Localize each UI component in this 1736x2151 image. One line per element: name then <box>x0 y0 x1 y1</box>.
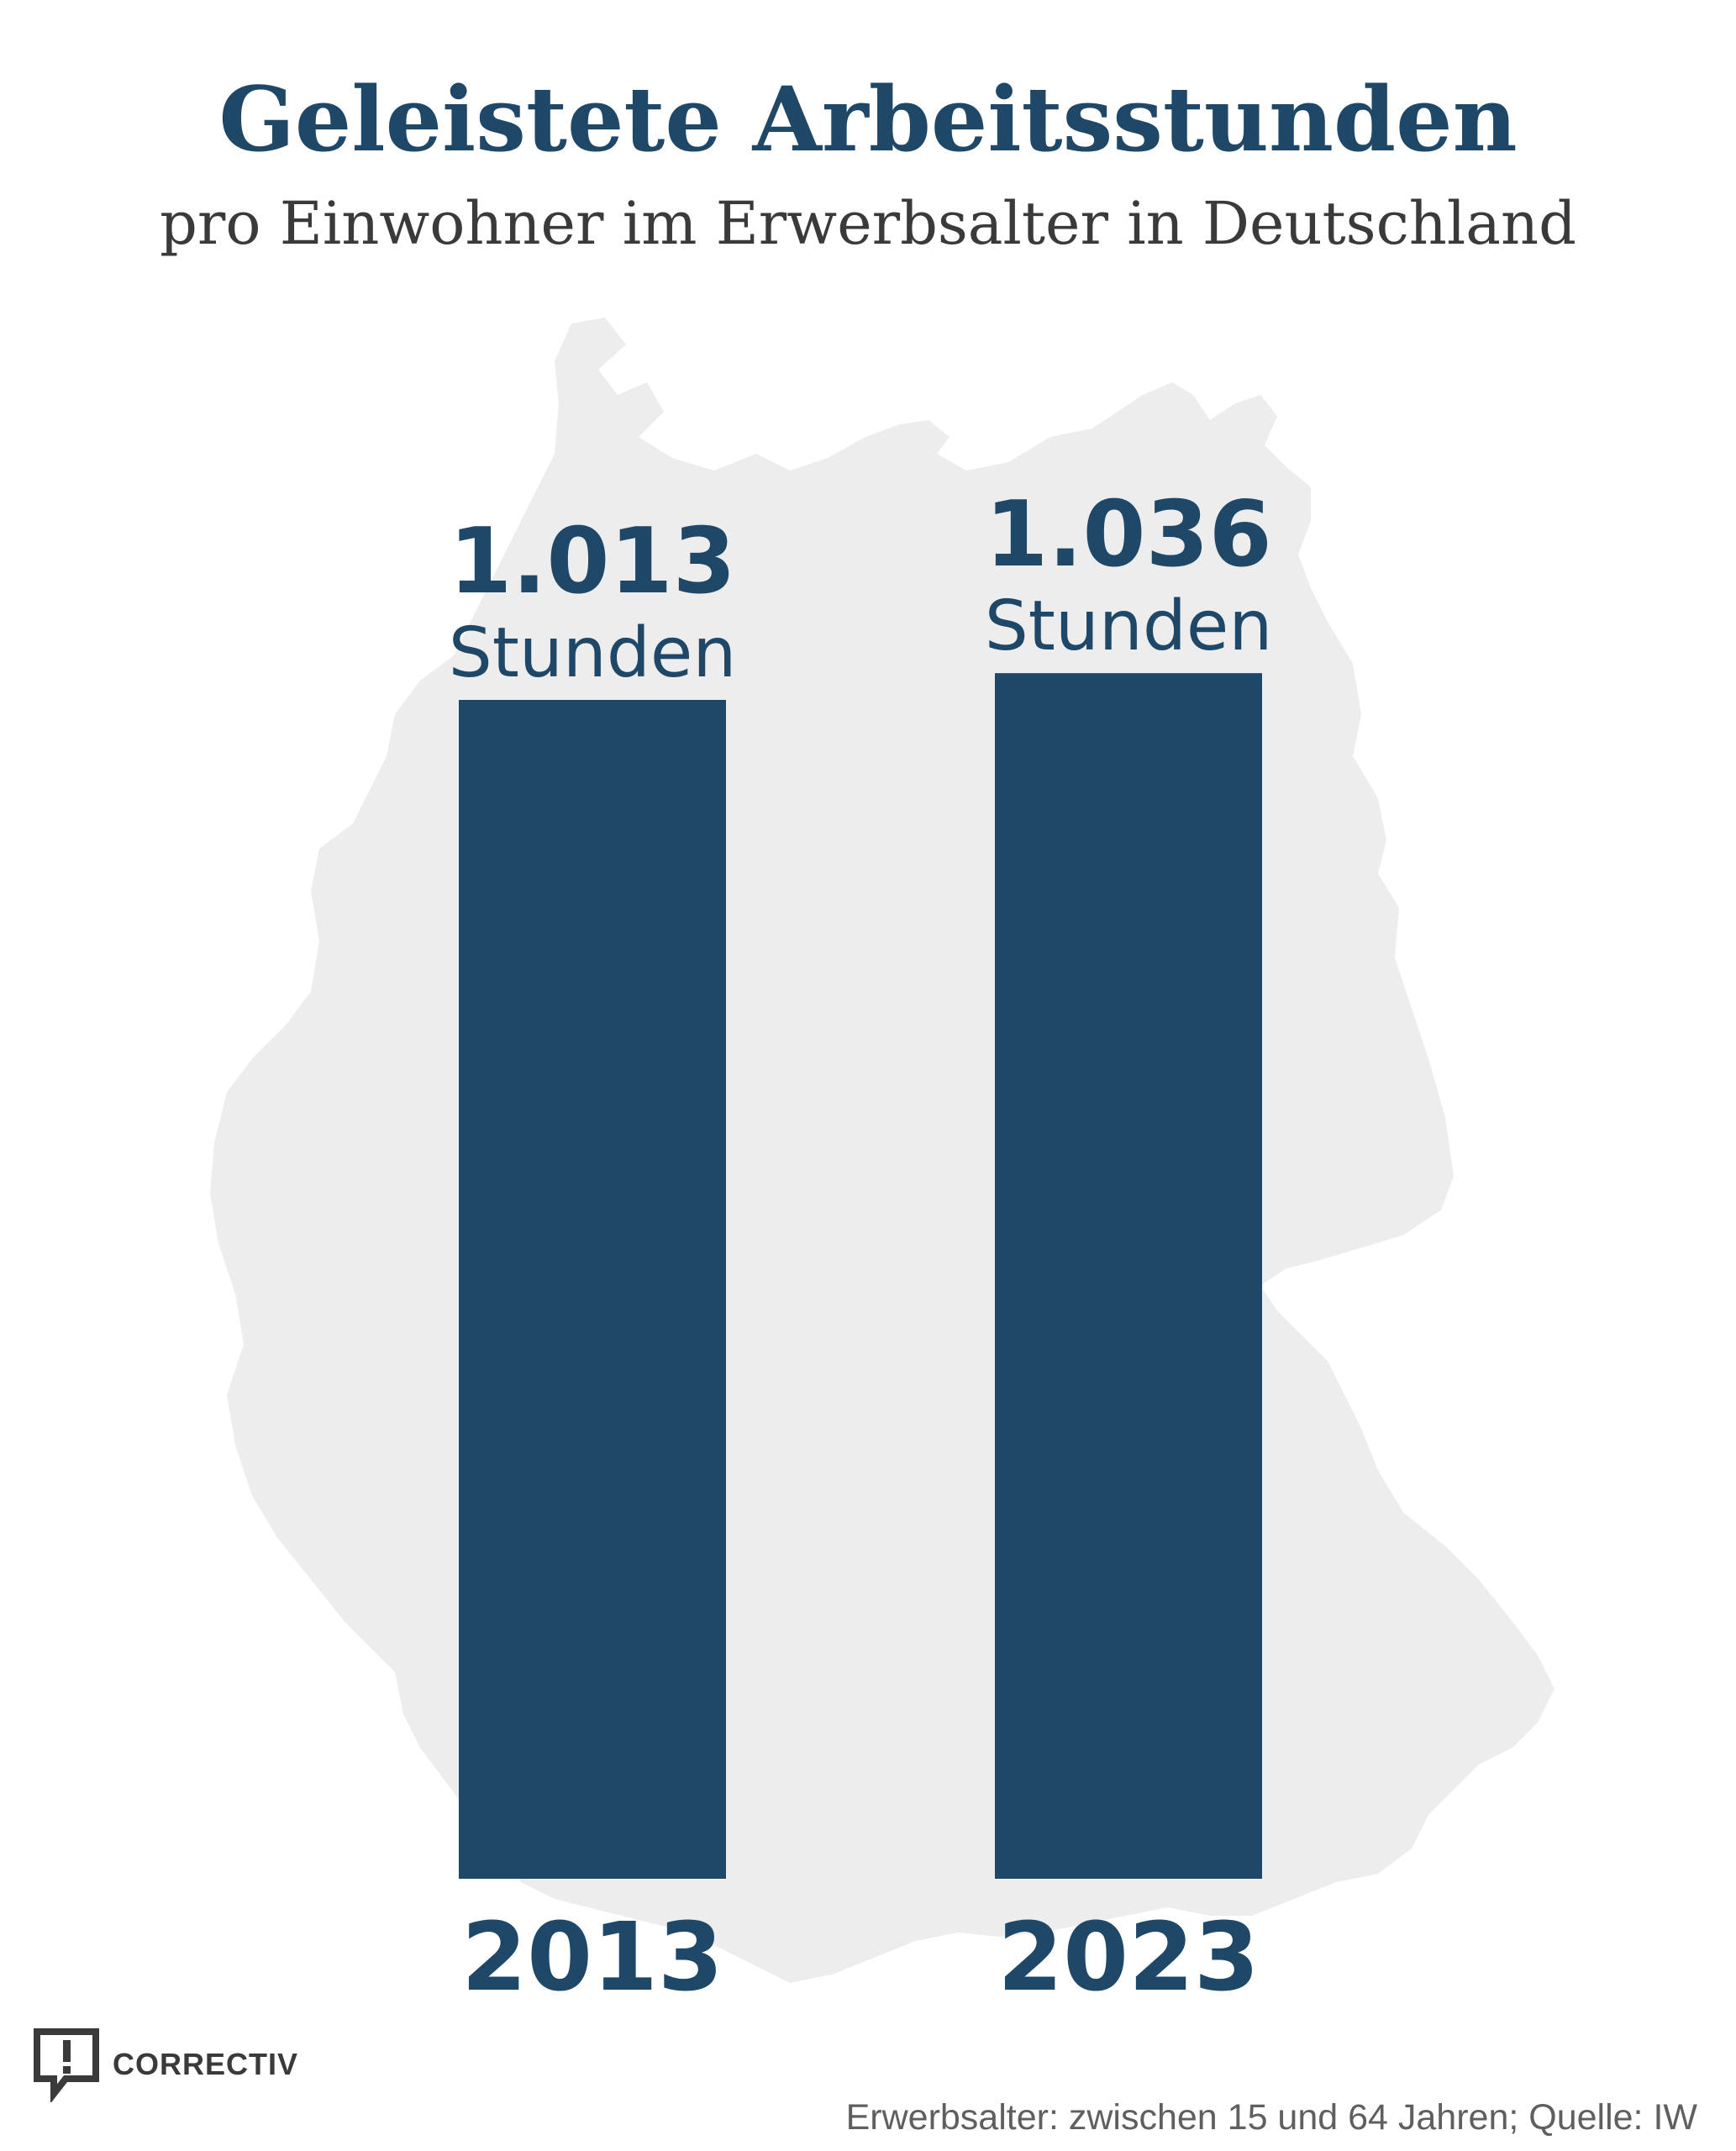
category-label-2013: 2013 <box>461 1903 723 2012</box>
chart-title: Geleistete Arbeitsstunden <box>218 66 1518 171</box>
unit-label-2023: Stunden <box>985 586 1273 666</box>
bar-2023 <box>995 673 1262 1879</box>
value-label-2023: 1.036 <box>985 482 1272 587</box>
bar-2013 <box>459 700 726 1879</box>
speech-bubble-exclamation-icon <box>34 2028 99 2102</box>
correctiv-logo: CORRECTIV <box>32 2027 298 2102</box>
unit-label-2013: Stunden <box>449 613 737 693</box>
value-label-2013: 1.013 <box>449 509 736 614</box>
chart-subtitle: pro Einwohner im Erwerbsalter in Deutsch… <box>160 189 1576 258</box>
category-label-2023: 2023 <box>997 1903 1260 2012</box>
source-note: Erwerbsalter: zwischen 15 und 64 Jahren;… <box>845 2097 1697 2138</box>
logo-text: CORRECTIV <box>113 2047 299 2081</box>
